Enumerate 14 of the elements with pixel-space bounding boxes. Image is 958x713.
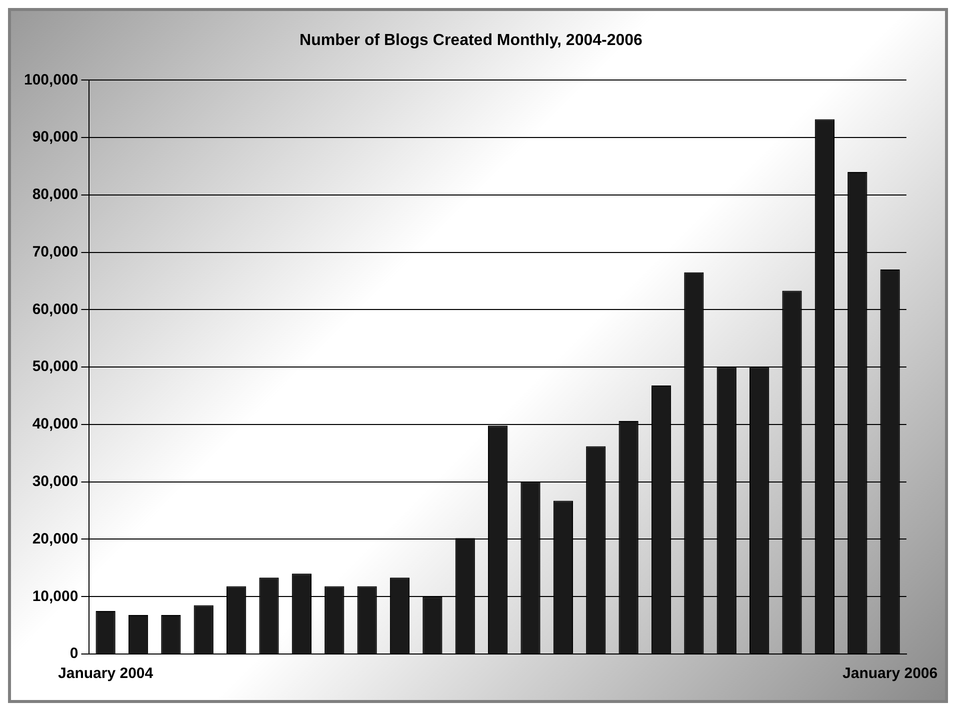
- y-tick-label: 100,000: [24, 71, 78, 88]
- y-tick-label: 60,000: [32, 300, 78, 318]
- y-tick-label: 30,000: [32, 473, 78, 490]
- chart-title: Number of Blogs Created Monthly, 2004-2006: [300, 32, 643, 50]
- y-tick-label: 70,000: [32, 243, 78, 260]
- y-tick-label: 90,000: [32, 128, 78, 146]
- y-tick-label: 40,000: [32, 416, 78, 433]
- y-tick-label: 20,000: [32, 530, 78, 548]
- y-tick-label: 10,000: [32, 588, 78, 605]
- y-tick-label: 50,000: [32, 358, 78, 376]
- y-tick-label: 0: [70, 645, 78, 662]
- x-tick-label: January 2006: [842, 665, 938, 682]
- y-tick-label: 80,000: [32, 186, 78, 204]
- x-tick-label: January 2004: [58, 665, 154, 682]
